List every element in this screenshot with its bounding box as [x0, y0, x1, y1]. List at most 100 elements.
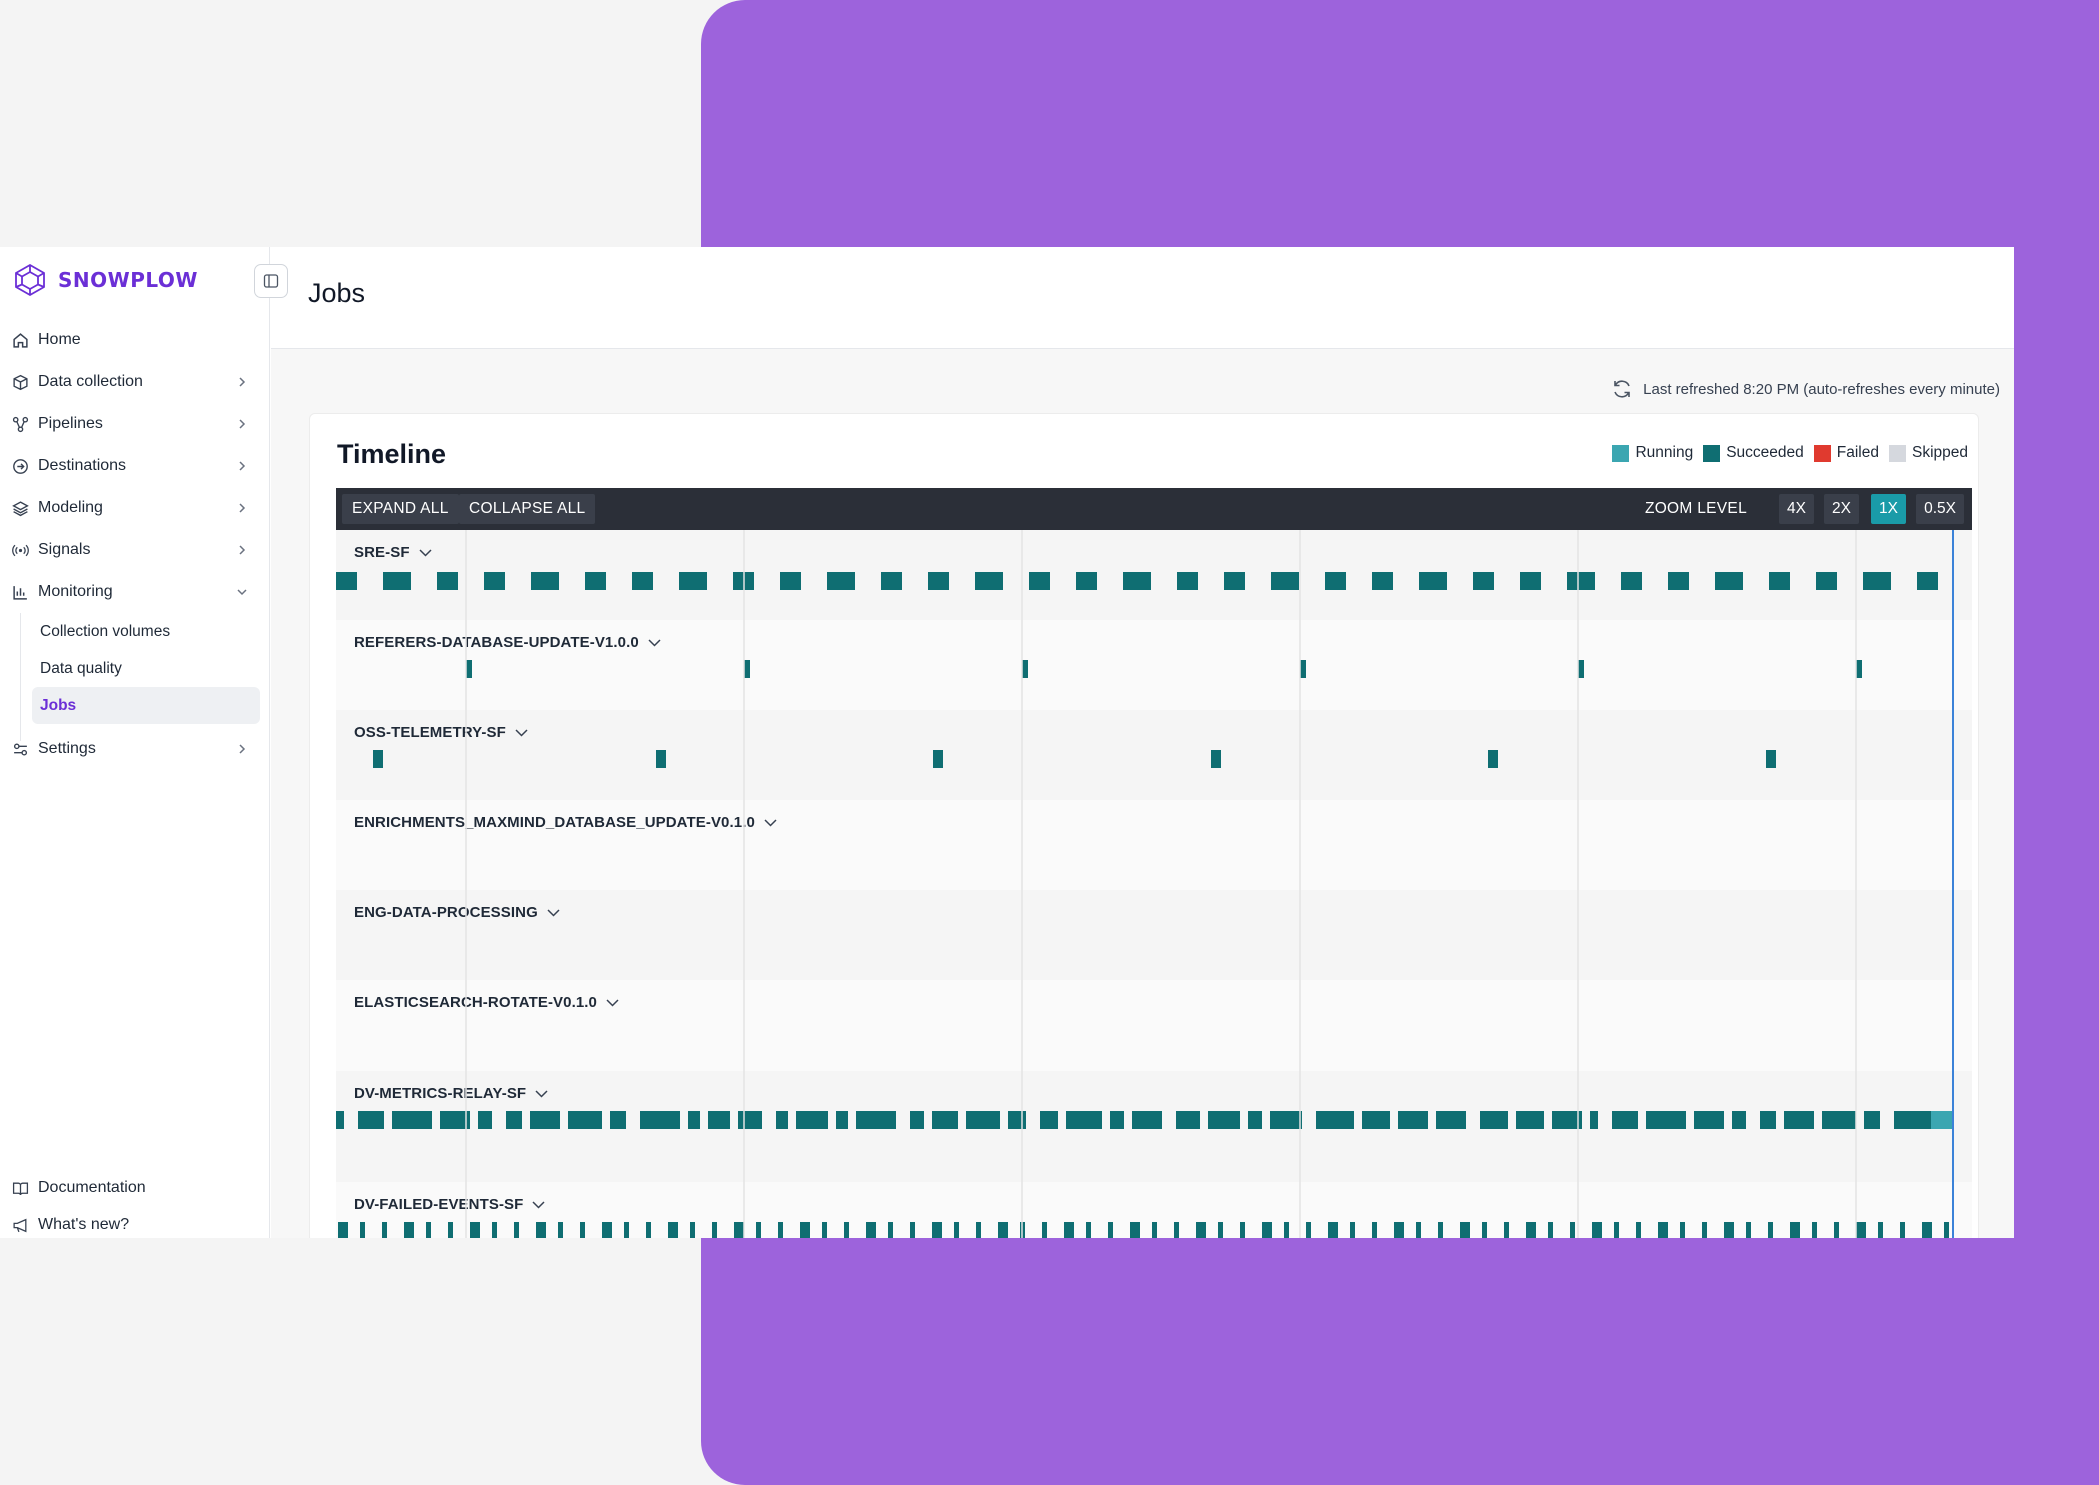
- job-run-bar[interactable]: [1240, 1222, 1245, 1238]
- job-run-bar[interactable]: [881, 572, 902, 590]
- sidebar-subitem-jobs[interactable]: Jobs: [32, 687, 260, 724]
- job-run-bar[interactable]: [1864, 1111, 1880, 1129]
- job-run-bar[interactable]: [1548, 1222, 1553, 1238]
- job-run-bar[interactable]: [1174, 1222, 1179, 1238]
- job-label[interactable]: REFERERS-DATABASE-UPDATE-V1.0.0: [354, 634, 662, 651]
- zoom-2x-button[interactable]: 2X: [1824, 494, 1859, 524]
- job-run-bar[interactable]: [1520, 572, 1541, 590]
- job-run-bar[interactable]: [1816, 572, 1837, 590]
- job-row-referers-database-update[interactable]: REFERERS-DATABASE-UPDATE-V1.0.0: [336, 620, 1972, 710]
- job-run-bar[interactable]: [1419, 572, 1447, 590]
- job-run-bar[interactable]: [1856, 660, 1862, 678]
- sidebar-item-settings[interactable]: Settings: [0, 728, 270, 770]
- job-run-bar[interactable]: [1878, 1222, 1883, 1238]
- job-run-bar[interactable]: [856, 1111, 896, 1129]
- job-run-bar[interactable]: [776, 1111, 788, 1129]
- job-row-dv-metrics-relay-sf[interactable]: DV-METRICS-RELAY-SF: [336, 1071, 1972, 1182]
- job-run-bar[interactable]: [1362, 1111, 1390, 1129]
- job-label[interactable]: OSS-TELEMETRY-SF: [354, 724, 529, 741]
- job-run-bar[interactable]: [1064, 1222, 1074, 1238]
- job-run-bar[interactable]: [1590, 1111, 1598, 1129]
- zoom-0-5x-button[interactable]: 0.5X: [1916, 494, 1964, 524]
- sidebar-toggle-button[interactable]: [254, 264, 288, 298]
- job-run-bar[interactable]: [1316, 1111, 1354, 1129]
- sidebar-item-signals[interactable]: Signals: [0, 529, 270, 571]
- job-row-elasticsearch-rotate[interactable]: ELASTICSEARCH-ROTATE-V0.1.0: [336, 980, 1972, 1071]
- job-run-bar[interactable]: [383, 572, 411, 590]
- job-run-bar[interactable]: [514, 1222, 519, 1238]
- sidebar-item-documentation[interactable]: Documentation: [0, 1169, 270, 1206]
- job-run-bar[interactable]: [484, 572, 505, 590]
- job-run-bar[interactable]: [1306, 1222, 1311, 1238]
- job-run-bar[interactable]: [1694, 1111, 1724, 1129]
- job-row-oss-telemetry-sf[interactable]: OSS-TELEMETRY-SF: [336, 710, 1972, 800]
- sidebar-item-whats-new[interactable]: What's new?: [0, 1206, 270, 1238]
- job-run-bar[interactable]: [1029, 572, 1050, 590]
- job-run-bar[interactable]: [928, 572, 949, 590]
- job-run-bar[interactable]: [358, 1111, 384, 1129]
- job-run-bar[interactable]: [404, 1222, 414, 1238]
- job-label[interactable]: ELASTICSEARCH-ROTATE-V0.1.0: [354, 994, 620, 1011]
- job-run-bar[interactable]: [506, 1111, 522, 1129]
- job-run-bar[interactable]: [888, 1222, 893, 1238]
- job-run-bar[interactable]: [1022, 660, 1028, 678]
- job-run-bar[interactable]: [360, 1222, 365, 1238]
- job-run-bar[interactable]: [1372, 1222, 1377, 1238]
- job-run-bar[interactable]: [1132, 1111, 1162, 1129]
- job-run-bar[interactable]: [336, 1111, 344, 1129]
- job-run-bar[interactable]: [470, 1222, 480, 1238]
- job-run-bar[interactable]: [1480, 1111, 1508, 1129]
- job-run-bar[interactable]: [440, 1111, 470, 1129]
- job-run-bar[interactable]: [1578, 660, 1584, 678]
- job-run-bar[interactable]: [1592, 1222, 1602, 1238]
- job-run-bar[interactable]: [1863, 572, 1891, 590]
- sidebar-item-home[interactable]: Home: [0, 319, 270, 361]
- job-run-bar[interactable]: [1110, 1111, 1124, 1129]
- job-run-bar[interactable]: [1680, 1222, 1685, 1238]
- sidebar-item-monitoring[interactable]: Monitoring: [0, 571, 270, 613]
- job-run-bar[interactable]: [1284, 1222, 1289, 1238]
- job-run-bar[interactable]: [1526, 1222, 1536, 1238]
- job-run-bar[interactable]: [1176, 1111, 1200, 1129]
- job-run-bar[interactable]: [492, 1222, 497, 1238]
- job-run-bar[interactable]: [1008, 1111, 1026, 1129]
- job-run-bar[interactable]: [1086, 1222, 1091, 1238]
- job-run-bar[interactable]: [1900, 1222, 1905, 1238]
- job-run-bar[interactable]: [610, 1111, 626, 1129]
- job-row-eng-data-processing[interactable]: ENG-DATA-PROCESSING: [336, 890, 1972, 980]
- job-run-bar[interactable]: [1917, 572, 1938, 590]
- job-run-bar[interactable]: [1224, 572, 1245, 590]
- job-run-bar[interactable]: [1270, 1111, 1302, 1129]
- job-run-bar[interactable]: [844, 1222, 849, 1238]
- job-run-bar[interactable]: [836, 1111, 848, 1129]
- job-run-bar[interactable]: [1020, 1222, 1025, 1238]
- job-run-bar[interactable]: [1668, 572, 1689, 590]
- job-run-bar[interactable]: [466, 660, 472, 678]
- job-run-bar[interactable]: [679, 572, 707, 590]
- job-run-bar[interactable]: [796, 1111, 828, 1129]
- job-run-bar[interactable]: [336, 572, 357, 590]
- sidebar-subitem-data-quality[interactable]: Data quality: [40, 659, 122, 677]
- job-run-bar[interactable]: [1944, 1222, 1949, 1238]
- job-run-bar[interactable]: [1567, 572, 1595, 590]
- job-run-bar[interactable]: [1769, 572, 1790, 590]
- brand-logo[interactable]: SNOWPLOW: [12, 263, 198, 297]
- job-run-bar[interactable]: [602, 1222, 612, 1238]
- job-run-bar[interactable]: [1621, 572, 1642, 590]
- sidebar-subitem-collection-volumes[interactable]: Collection volumes: [40, 622, 171, 640]
- collapse-all-button[interactable]: COLLAPSE ALL: [459, 494, 596, 524]
- job-label[interactable]: ENG-DATA-PROCESSING: [354, 904, 561, 921]
- job-run-bar[interactable]: [1076, 572, 1097, 590]
- job-run-bar[interactable]: [933, 750, 943, 768]
- job-run-bar[interactable]: [932, 1111, 958, 1129]
- job-run-bar[interactable]: [1398, 1111, 1428, 1129]
- job-run-bar[interactable]: [1328, 1222, 1338, 1238]
- job-run-bar[interactable]: [1504, 1222, 1509, 1238]
- job-run-bar[interactable]: [998, 1222, 1008, 1238]
- job-run-bar[interactable]: [1196, 1222, 1206, 1238]
- job-run-bar[interactable]: [1177, 572, 1198, 590]
- job-run-bar[interactable]: [1372, 572, 1393, 590]
- job-running-bar[interactable]: [1931, 1111, 1953, 1129]
- job-run-bar[interactable]: [1646, 1111, 1686, 1129]
- job-run-bar[interactable]: [1350, 1222, 1355, 1238]
